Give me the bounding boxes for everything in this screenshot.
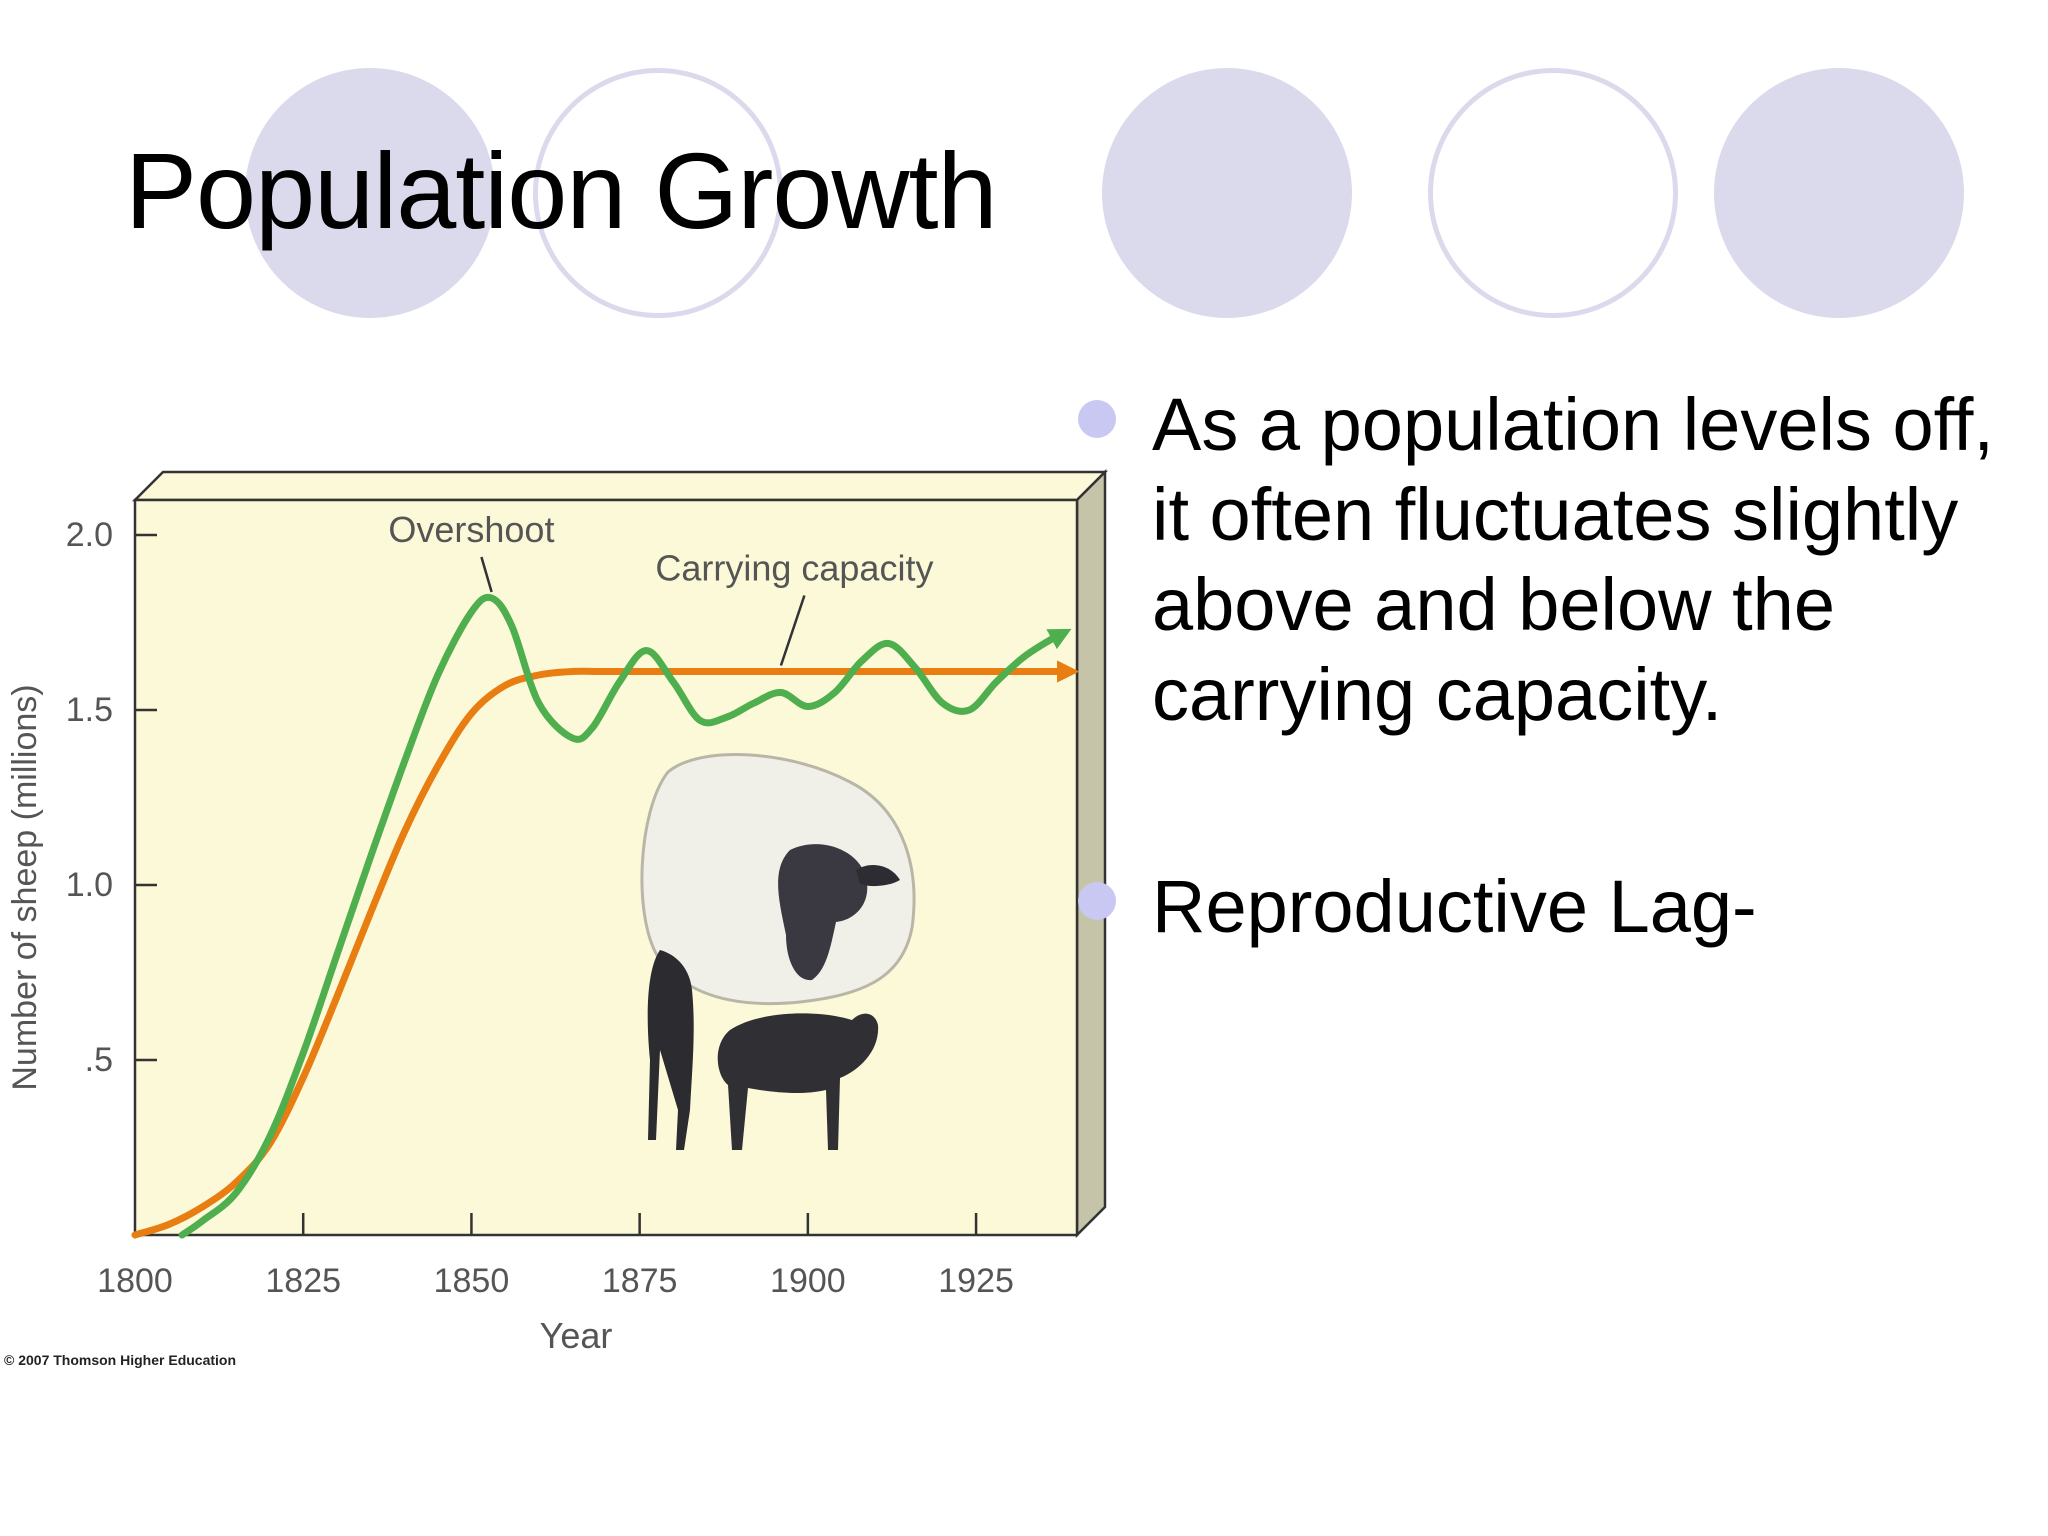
x-tick-label: 1850 — [434, 1262, 510, 1300]
bullet-dot-icon — [1078, 882, 1116, 920]
bullet-list: As a population levels off, it often flu… — [1060, 380, 2020, 952]
y-tick-label: .5 — [85, 1041, 113, 1079]
decor-circle-2 — [533, 68, 783, 318]
annotation-leader — [779, 595, 806, 666]
x-tick-label: 1800 — [97, 1262, 173, 1300]
decor-circle-3 — [1102, 68, 1352, 318]
x-tick-label: 1900 — [770, 1262, 846, 1300]
sheep-ear — [856, 865, 900, 887]
bullet-item: As a population levels off, it often flu… — [1060, 380, 2020, 740]
sheep-head — [778, 844, 868, 981]
overshoot-line — [178, 593, 1072, 1239]
slide-title: Population Growth — [125, 130, 998, 251]
lamb-standing — [647, 950, 694, 1150]
x-tick-label: 1925 — [938, 1262, 1014, 1300]
plot-area — [133, 498, 1079, 1237]
annotation-label: Carrying capacity — [655, 548, 933, 589]
bullet-text: As a population levels off, it often flu… — [1152, 383, 1994, 736]
plot-box-top — [131, 470, 1109, 502]
y-axis-label: Number of sheep (millions) — [6, 684, 44, 1090]
annotation-leader — [480, 556, 493, 593]
population-chart: .5 1.0 1.5 2.0 1800 1825 1850 1875 1900 1925 Year N… — [6, 468, 1109, 1350]
y-tick-label: 2.0 — [66, 516, 113, 554]
y-tick-label: 1.5 — [66, 691, 113, 729]
bullet-item: Reproductive Lag- — [1060, 862, 2020, 952]
sheep-illustration — [640, 753, 916, 1150]
copyright-notice: © 2007 Thomson Higher Education — [4, 1352, 237, 1368]
lamb-nursing — [717, 1013, 879, 1150]
decor-circle-4 — [1428, 68, 1678, 318]
bullet-dot-icon — [1078, 400, 1116, 438]
annotation-label: Overshoot — [388, 509, 554, 550]
decor-circle-5 — [1714, 68, 1964, 318]
sheep-fleece — [640, 753, 916, 1006]
bullet-text: Reproductive Lag- — [1152, 865, 1757, 948]
x-tick-label: 1875 — [602, 1262, 678, 1300]
y-tick-label: 1.0 — [66, 866, 113, 904]
x-axis-label: Year — [540, 1315, 613, 1350]
decor-circle-1 — [245, 68, 495, 318]
x-tick-label: 1825 — [265, 1262, 341, 1300]
